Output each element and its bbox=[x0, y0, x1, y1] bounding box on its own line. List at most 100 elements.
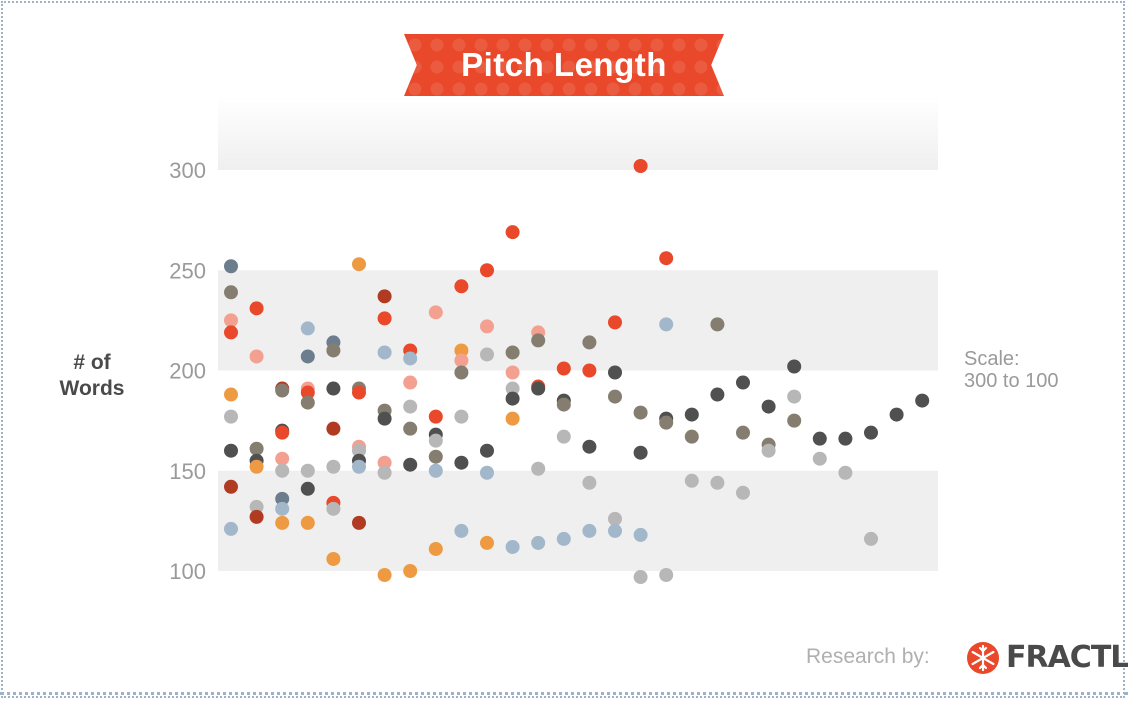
data-point bbox=[300, 515, 315, 530]
data-point bbox=[582, 439, 597, 454]
data-point bbox=[326, 421, 341, 436]
data-point bbox=[377, 311, 392, 326]
y-tick-label: 150 bbox=[169, 459, 206, 484]
data-point bbox=[480, 263, 494, 278]
data-point bbox=[249, 301, 264, 316]
data-point bbox=[249, 509, 264, 524]
data-point bbox=[608, 365, 622, 380]
y-axis-label: # of Words bbox=[40, 350, 144, 402]
y-tick-label: 100 bbox=[169, 559, 206, 584]
data-point bbox=[224, 325, 238, 340]
research-credit: Research by: bbox=[806, 645, 930, 668]
y-axis-label-line-2: Words bbox=[59, 377, 125, 400]
data-point bbox=[480, 535, 494, 550]
data-point bbox=[249, 499, 264, 514]
data-point bbox=[633, 570, 648, 585]
data-point bbox=[864, 531, 878, 546]
data-point bbox=[377, 411, 392, 426]
data-point bbox=[659, 568, 674, 583]
data-point bbox=[454, 455, 469, 470]
data-point bbox=[403, 564, 418, 578]
data-point bbox=[224, 387, 238, 402]
data-point bbox=[224, 285, 238, 300]
data-point bbox=[582, 335, 597, 350]
data-point bbox=[633, 158, 648, 173]
chart-title: Pitch Length bbox=[461, 46, 667, 83]
data-point bbox=[787, 359, 802, 374]
data-point bbox=[352, 515, 366, 530]
data-point bbox=[403, 457, 418, 472]
data-point bbox=[454, 353, 469, 368]
data-point bbox=[275, 515, 290, 530]
data-point bbox=[428, 463, 443, 478]
data-point bbox=[300, 463, 315, 478]
data-point bbox=[480, 465, 494, 480]
data-point bbox=[428, 433, 443, 448]
background-band-0 bbox=[218, 470, 938, 571]
data-point bbox=[275, 491, 290, 506]
data-point bbox=[505, 411, 520, 426]
scale-note-line1: Scale: bbox=[964, 348, 1020, 370]
data-point bbox=[480, 443, 494, 458]
scale-note: Scale: 300 to 100 bbox=[964, 348, 1059, 392]
data-point bbox=[454, 409, 469, 424]
data-point bbox=[454, 523, 469, 538]
data-point bbox=[531, 535, 546, 550]
data-point bbox=[736, 425, 750, 440]
data-point bbox=[505, 345, 520, 360]
data-point bbox=[684, 473, 699, 488]
data-point bbox=[659, 251, 674, 266]
data-point bbox=[249, 441, 264, 456]
data-point bbox=[403, 351, 418, 366]
data-point bbox=[224, 313, 238, 328]
data-point bbox=[838, 465, 853, 480]
data-point bbox=[531, 381, 546, 396]
data-point bbox=[915, 393, 930, 408]
data-point bbox=[633, 527, 648, 542]
data-point bbox=[582, 523, 597, 538]
data-point bbox=[505, 365, 520, 380]
data-point bbox=[326, 343, 341, 358]
data-point bbox=[224, 443, 238, 458]
data-point bbox=[403, 375, 418, 390]
data-point bbox=[224, 479, 238, 494]
data-point bbox=[352, 459, 366, 474]
y-tick-label: 200 bbox=[169, 359, 206, 384]
data-point bbox=[608, 389, 622, 404]
data-point bbox=[275, 425, 290, 440]
background-band-1 bbox=[218, 270, 938, 371]
data-point bbox=[300, 385, 315, 400]
data-point bbox=[377, 465, 392, 480]
top-fade-band bbox=[218, 96, 938, 170]
data-point bbox=[300, 481, 315, 496]
fractl-logo-text: FRACTL bbox=[1006, 640, 1128, 675]
data-point bbox=[249, 349, 264, 364]
data-point bbox=[275, 383, 290, 398]
data-point bbox=[352, 385, 366, 400]
data-point bbox=[736, 485, 750, 500]
data-point bbox=[428, 449, 443, 464]
data-point bbox=[224, 521, 238, 536]
title-banner: Pitch Length bbox=[404, 34, 724, 96]
data-point bbox=[352, 443, 366, 458]
data-point bbox=[659, 317, 674, 332]
data-point bbox=[761, 399, 776, 414]
data-point bbox=[608, 315, 622, 330]
data-point bbox=[505, 381, 520, 396]
data-point bbox=[454, 343, 469, 358]
y-axis-label-line-1: # of bbox=[73, 351, 111, 374]
data-point bbox=[505, 225, 520, 240]
data-point bbox=[275, 451, 290, 466]
data-point bbox=[659, 415, 674, 430]
data-point bbox=[787, 389, 802, 404]
fractl-snowflake-icon bbox=[967, 642, 999, 674]
data-point bbox=[556, 429, 571, 444]
data-point bbox=[505, 539, 520, 554]
data-point bbox=[326, 551, 341, 566]
data-point bbox=[633, 445, 648, 460]
data-point bbox=[300, 349, 315, 364]
data-point bbox=[710, 475, 725, 490]
data-point bbox=[377, 568, 392, 583]
data-point bbox=[377, 289, 392, 304]
data-point bbox=[275, 463, 290, 478]
